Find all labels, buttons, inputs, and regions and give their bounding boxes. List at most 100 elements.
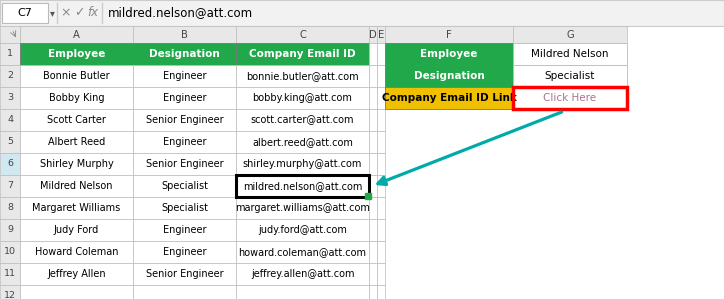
Bar bbox=[0, 109, 20, 131]
Text: Designation: Designation bbox=[149, 49, 220, 59]
Text: Albert Reed: Albert Reed bbox=[48, 137, 105, 147]
Bar bbox=[377, 263, 385, 285]
Bar bbox=[236, 263, 369, 285]
Text: shirley.murphy@att.com: shirley.murphy@att.com bbox=[243, 159, 362, 169]
Bar bbox=[369, 241, 377, 263]
Text: judy.ford@att.com: judy.ford@att.com bbox=[258, 225, 347, 235]
Bar bbox=[369, 43, 377, 65]
Bar bbox=[20, 285, 133, 299]
Bar bbox=[20, 219, 133, 241]
Text: 2: 2 bbox=[7, 71, 13, 80]
Bar bbox=[20, 175, 133, 197]
Text: Judy Ford: Judy Ford bbox=[54, 225, 99, 235]
Bar bbox=[385, 26, 513, 43]
Bar bbox=[236, 131, 369, 153]
Bar bbox=[377, 26, 385, 43]
Text: Specialist: Specialist bbox=[545, 71, 595, 81]
Bar bbox=[0, 241, 20, 263]
Bar bbox=[133, 65, 236, 87]
Bar bbox=[377, 241, 385, 263]
Text: 3: 3 bbox=[7, 94, 13, 103]
Text: 11: 11 bbox=[4, 269, 16, 278]
Text: G: G bbox=[566, 30, 574, 39]
Bar bbox=[0, 153, 20, 175]
Bar bbox=[369, 65, 377, 87]
Text: Mildred Nelson: Mildred Nelson bbox=[41, 181, 113, 191]
Text: 8: 8 bbox=[7, 204, 13, 213]
Bar bbox=[513, 87, 627, 109]
Bar bbox=[236, 241, 369, 263]
Bar bbox=[133, 219, 236, 241]
Bar bbox=[513, 65, 627, 87]
Bar bbox=[236, 219, 369, 241]
Text: Shirley Murphy: Shirley Murphy bbox=[40, 159, 114, 169]
Text: Employee: Employee bbox=[48, 49, 105, 59]
Bar bbox=[369, 26, 377, 43]
Text: 12: 12 bbox=[4, 292, 16, 299]
Bar bbox=[369, 109, 377, 131]
Bar bbox=[133, 153, 236, 175]
Text: ✓: ✓ bbox=[74, 7, 84, 19]
Text: Senior Engineer: Senior Engineer bbox=[146, 115, 223, 125]
Bar bbox=[369, 175, 377, 197]
Bar bbox=[20, 65, 133, 87]
Bar bbox=[236, 43, 369, 65]
Bar bbox=[0, 0, 724, 26]
Text: Bobby King: Bobby King bbox=[49, 93, 104, 103]
Bar bbox=[133, 131, 236, 153]
Text: margaret.williams@att.com: margaret.williams@att.com bbox=[235, 203, 370, 213]
Bar bbox=[20, 241, 133, 263]
Text: Jeffrey Allen: Jeffrey Allen bbox=[47, 269, 106, 279]
Bar bbox=[20, 109, 133, 131]
Bar bbox=[20, 26, 133, 43]
Text: Howard Coleman: Howard Coleman bbox=[35, 247, 118, 257]
Bar bbox=[513, 43, 627, 65]
Bar bbox=[377, 197, 385, 219]
Bar bbox=[385, 87, 513, 109]
Bar bbox=[20, 197, 133, 219]
Bar bbox=[369, 197, 377, 219]
Text: bobby.king@att.com: bobby.king@att.com bbox=[253, 93, 353, 103]
Bar bbox=[20, 263, 133, 285]
Text: Bonnie Butler: Bonnie Butler bbox=[43, 71, 110, 81]
Text: ▾: ▾ bbox=[49, 8, 54, 18]
Bar bbox=[377, 219, 385, 241]
Text: fx: fx bbox=[88, 7, 98, 19]
Text: Company Email ID: Company Email ID bbox=[249, 49, 355, 59]
Bar bbox=[236, 109, 369, 131]
Text: Engineer: Engineer bbox=[163, 247, 206, 257]
Text: ×: × bbox=[61, 7, 71, 19]
Bar bbox=[236, 65, 369, 87]
Text: 5: 5 bbox=[7, 138, 13, 147]
Bar bbox=[133, 109, 236, 131]
Bar bbox=[377, 153, 385, 175]
Text: howard.coleman@att.com: howard.coleman@att.com bbox=[238, 247, 366, 257]
Bar bbox=[369, 285, 377, 299]
Text: 4: 4 bbox=[7, 115, 13, 124]
Text: Engineer: Engineer bbox=[163, 71, 206, 81]
Text: albert.reed@att.com: albert.reed@att.com bbox=[252, 137, 353, 147]
Text: D: D bbox=[369, 30, 377, 39]
Bar bbox=[0, 175, 20, 197]
Bar bbox=[236, 197, 369, 219]
Text: 10: 10 bbox=[4, 248, 16, 257]
Bar bbox=[369, 131, 377, 153]
Bar bbox=[133, 241, 236, 263]
Bar bbox=[133, 26, 236, 43]
Bar bbox=[0, 263, 20, 285]
Text: Company Email ID Link: Company Email ID Link bbox=[382, 93, 516, 103]
Bar bbox=[513, 87, 627, 109]
Bar bbox=[369, 87, 377, 109]
Text: Designation: Designation bbox=[413, 71, 484, 81]
Bar bbox=[0, 131, 20, 153]
Text: Specialist: Specialist bbox=[161, 181, 208, 191]
Bar bbox=[385, 43, 513, 65]
Bar bbox=[369, 263, 377, 285]
Text: Engineer: Engineer bbox=[163, 137, 206, 147]
Bar bbox=[133, 285, 236, 299]
Text: 6: 6 bbox=[7, 159, 13, 169]
Bar bbox=[377, 131, 385, 153]
Bar bbox=[20, 87, 133, 109]
Bar bbox=[236, 285, 369, 299]
Bar bbox=[369, 219, 377, 241]
